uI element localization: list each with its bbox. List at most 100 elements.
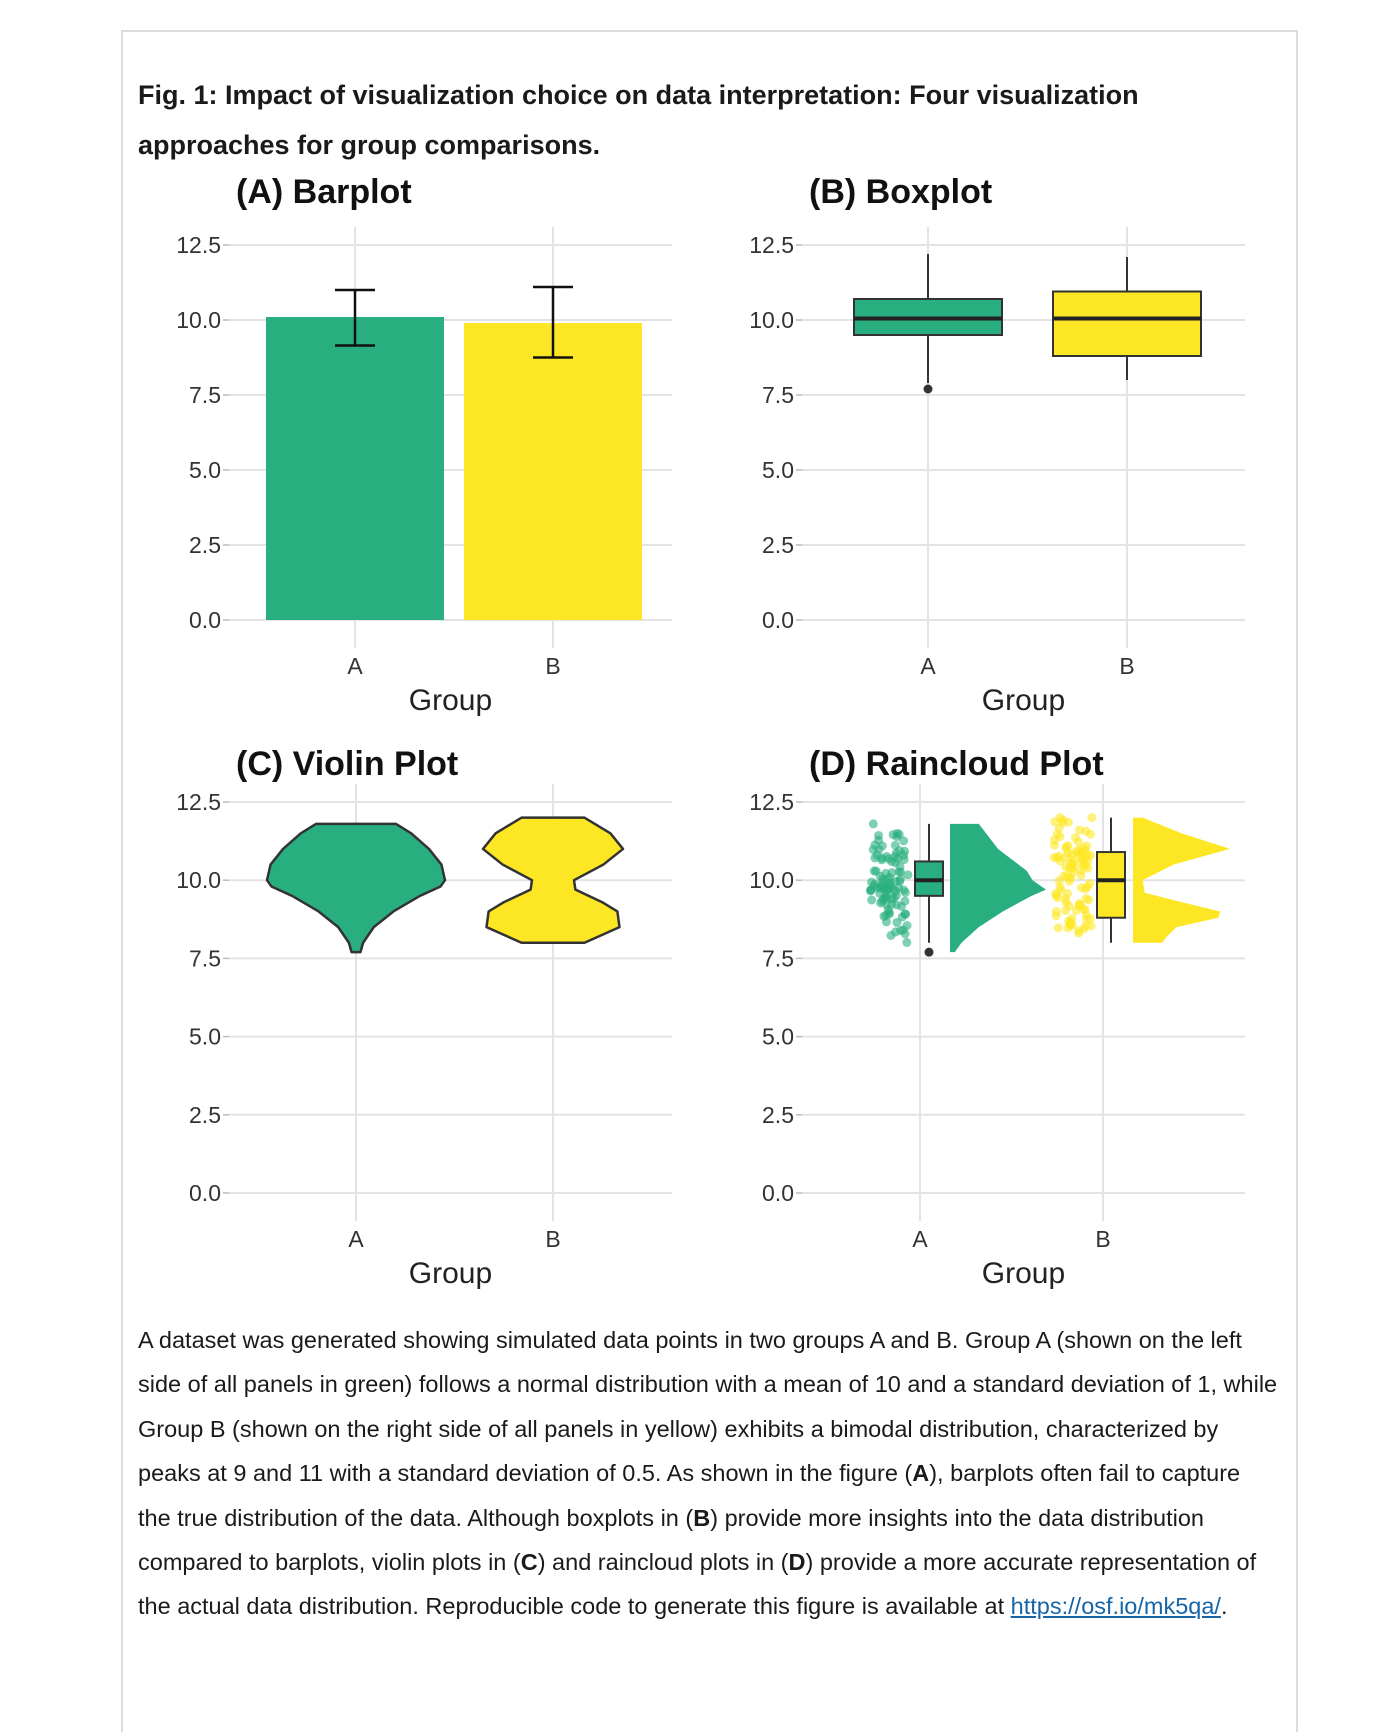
raw-data-point: [1063, 848, 1073, 858]
raw-data-point: [882, 852, 892, 862]
figure-title: Fig. 1: Impact of visualization choice o…: [138, 80, 1139, 160]
figure-frame: [121, 30, 1298, 1732]
y-tick-label: 5.0: [189, 1024, 221, 1050]
y-tick-label: 5.0: [189, 457, 221, 483]
raw-data-point: [900, 929, 910, 939]
raw-data-point: [877, 841, 887, 851]
caption-text: .: [1220, 1593, 1228, 1620]
raw-data-point: [867, 895, 877, 905]
raw-data-point: [1051, 891, 1061, 901]
raw-data-point: [868, 819, 878, 829]
y-tick-label: 0.0: [762, 1180, 794, 1206]
panel-title: (D) Raincloud Plot: [809, 745, 1104, 783]
raw-data-point: [867, 877, 877, 887]
raw-data-point: [1051, 907, 1061, 917]
raw-data-point: [1085, 913, 1095, 923]
raw-data-point: [902, 937, 912, 947]
caption-text: ) and raincloud plots in (: [537, 1549, 789, 1576]
caption-ref-b: B: [693, 1504, 711, 1531]
y-tick-label: 7.5: [762, 945, 794, 971]
caption-text: A dataset was generated showing simulate…: [138, 1327, 1278, 1487]
raw-data-point: [1080, 905, 1090, 915]
bar-B: [464, 323, 642, 620]
raw-data-point: [872, 850, 882, 860]
raw-data-point: [866, 886, 876, 896]
raw-data-point: [1073, 837, 1083, 847]
raw-data-point: [1055, 856, 1065, 866]
raw-data-point: [902, 921, 912, 931]
y-tick-label: 10.0: [749, 867, 794, 893]
raw-data-point: [875, 871, 885, 881]
panel-d: 0.0 2.5 5.0 7.5 10.0 12.5 A B (D) Raincloud Plot…: [749, 745, 1245, 1290]
y-tick-label: 2.5: [762, 532, 794, 558]
caption-text: ), barplots often fail to capture the tr…: [138, 1460, 1241, 1531]
raw-data-point: [1083, 856, 1093, 866]
x-tick-label: B: [545, 1226, 560, 1252]
y-tick-label: 12.5: [176, 232, 221, 258]
raw-data-point: [877, 896, 887, 906]
raw-data-point: [1081, 826, 1091, 836]
raw-data-point: [1080, 921, 1090, 931]
x-tick-label: A: [348, 1226, 364, 1252]
y-tick-label: 12.5: [176, 789, 221, 815]
raw-data-point: [881, 917, 891, 927]
raw-data-point: [901, 909, 911, 919]
y-tick-label: 12.5: [749, 232, 794, 258]
raw-data-point: [1054, 876, 1064, 886]
panel-c: 0.0 2.5 5.0 7.5 10.0 12.5 A B (C) Violin Plot Gro…: [176, 745, 672, 1290]
caption-text: ) provide a more accurate representation…: [138, 1549, 1257, 1620]
raw-data-point: [894, 846, 904, 856]
panel-b: 0.0 2.5 5.0 7.5 10.0 12.5 A B (B) Boxplot Group: [749, 173, 1245, 717]
raw-data-point: [1065, 872, 1075, 882]
caption-ref-a: A: [912, 1460, 930, 1487]
outlier-point: [924, 947, 934, 957]
raw-data-point: [1082, 841, 1092, 851]
raw-data-point: [1067, 862, 1077, 872]
raw-data-point: [1061, 894, 1071, 904]
raw-data-point: [887, 899, 897, 909]
raw-data-point: [892, 828, 902, 838]
raw-data-point: [892, 917, 902, 927]
y-tick-label: 0.0: [189, 607, 221, 633]
y-tick-label: 5.0: [762, 457, 794, 483]
box: [1052, 290, 1202, 357]
raw-data-point: [883, 885, 893, 895]
y-tick-label: 7.5: [189, 945, 221, 971]
raw-data-point: [1072, 846, 1082, 856]
x-tick-label: A: [347, 653, 363, 679]
y-tick-label: 12.5: [749, 789, 794, 815]
raw-data-point: [899, 836, 909, 846]
x-axis-label: Group: [409, 1257, 492, 1290]
raw-data-point: [1058, 815, 1068, 825]
panel-a: 0.0 2.5 5.0 7.5 10.0 12.5 A B (A) Barplot Group: [176, 173, 672, 717]
x-axis-label: Group: [982, 684, 1065, 717]
raw-data-point: [1084, 895, 1094, 905]
code-link[interactable]: https://osf.io/mk5qa/: [1010, 1593, 1221, 1620]
y-tick-label: 0.0: [762, 607, 794, 633]
violin-A: [265, 822, 447, 954]
half-violin-A: [950, 823, 1046, 953]
x-tick-label: B: [545, 653, 560, 679]
x-axis-label: Group: [409, 684, 492, 717]
caption-text: ) provide more insights into the data di…: [138, 1504, 1204, 1576]
y-tick-label: 10.0: [749, 307, 794, 333]
raw-data-point: [886, 930, 896, 940]
x-tick-label: B: [1119, 653, 1134, 679]
y-tick-label: 10.0: [176, 867, 221, 893]
raw-data-point: [883, 874, 893, 884]
half-violin-B: [1133, 817, 1230, 943]
x-tick-label: A: [912, 1226, 928, 1252]
raw-data-point: [1063, 841, 1073, 851]
raw-data-point: [1049, 835, 1059, 845]
y-tick-label: 2.5: [762, 1102, 794, 1128]
x-tick-label: A: [920, 653, 936, 679]
raw-data-point: [894, 867, 904, 877]
violin-B: [481, 816, 625, 945]
raw-data-point: [1087, 813, 1097, 823]
raw-data-point: [1050, 817, 1060, 827]
y-tick-label: 5.0: [762, 1024, 794, 1050]
bar-A: [266, 317, 444, 620]
raw-data-point: [895, 874, 905, 884]
raw-data-point: [899, 885, 909, 895]
